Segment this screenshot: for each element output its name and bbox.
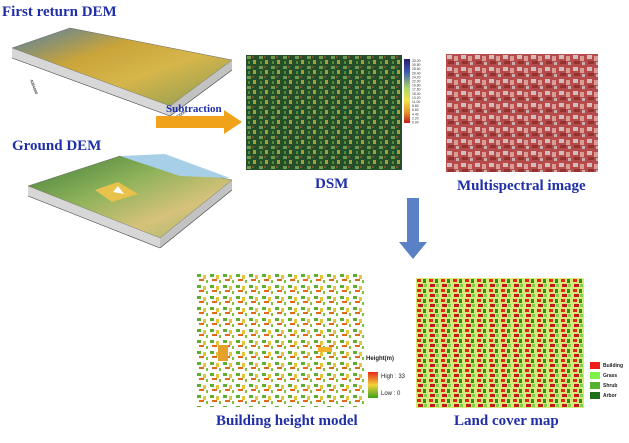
ground-dem-surface [27, 154, 233, 249]
legend-label-grass: Grass [603, 372, 618, 379]
dsm-scale-ticks: 33.0030.8028.6026.4024.2022.0019.8017.60… [412, 59, 421, 125]
legend-item-building: Building [590, 362, 623, 369]
first-return-dem-title: First return DEM [2, 4, 117, 20]
height-legend-ramp [368, 372, 378, 398]
dsm-scale-tick: 33.00 [412, 59, 421, 63]
legend-swatch-grass [590, 372, 600, 379]
building-height-image [196, 273, 364, 407]
dsm-scale-tick: 26.40 [412, 71, 421, 75]
down-arrow [399, 198, 427, 259]
legend-label-arbor: Arbor [603, 392, 617, 399]
dsm-scale-tick: 28.60 [412, 67, 421, 71]
height-legend-low: Low : 0 [381, 391, 401, 397]
ground-dem-title: Ground DEM [12, 138, 102, 154]
height-legend-high: High : 33 [381, 374, 406, 380]
legend-swatch-shrub [590, 382, 600, 389]
land-cover-legend: Building Grass Shrub Arbor [590, 362, 623, 399]
legend-item-shrub: Shrub [590, 382, 623, 389]
legend-label-building: Building [603, 362, 623, 369]
dsm-scale-tick: 19.80 [412, 84, 421, 88]
multispectral-image [446, 54, 598, 172]
multispectral-title: Multispectral image [457, 178, 586, 194]
building-height-title: Building height model [216, 413, 358, 429]
dsm-scale-tick: 30.80 [412, 63, 421, 67]
dsm-scale-tick: 0.00 [412, 121, 419, 125]
first-return-dem-surface: 4084000 460000 [11, 27, 233, 121]
legend-label-shrub: Shrub [603, 382, 618, 389]
dsm-title: DSM [315, 176, 349, 192]
subtraction-arrow [156, 110, 242, 134]
dsm-scale-tick: 11.00 [412, 100, 420, 104]
legend-item-grass: Grass [590, 372, 623, 379]
dsm-scale-tick: 22.00 [412, 80, 421, 84]
dsm-scale-tick: 17.60 [412, 88, 421, 92]
dsm-scale-tick: 2.20 [412, 116, 419, 120]
dsm-color-scale [404, 59, 410, 123]
dsm-scale-tick: 4.40 [412, 112, 419, 116]
land-cover-image [416, 278, 584, 408]
legend-swatch-arbor [590, 392, 600, 399]
dsm-image: 33.0030.8028.6026.4024.2022.0019.8017.60… [246, 55, 421, 170]
height-legend-title: Height(m) [366, 356, 394, 362]
legend-item-arbor: Arbor [590, 392, 623, 399]
dsm-scale-tick: 15.40 [412, 92, 421, 96]
land-cover-title: Land cover map [454, 413, 559, 429]
svg-text:4084000: 4084000 [29, 79, 39, 96]
subtraction-label: Subtraction [166, 103, 222, 115]
dsm-scale-tick: 24.20 [412, 75, 421, 79]
legend-swatch-building [590, 362, 600, 369]
dsm-scale-tick: 13.20 [412, 96, 421, 100]
dsm-scale-tick: 8.80 [412, 104, 419, 108]
dsm-scale-tick: 6.60 [412, 108, 419, 112]
